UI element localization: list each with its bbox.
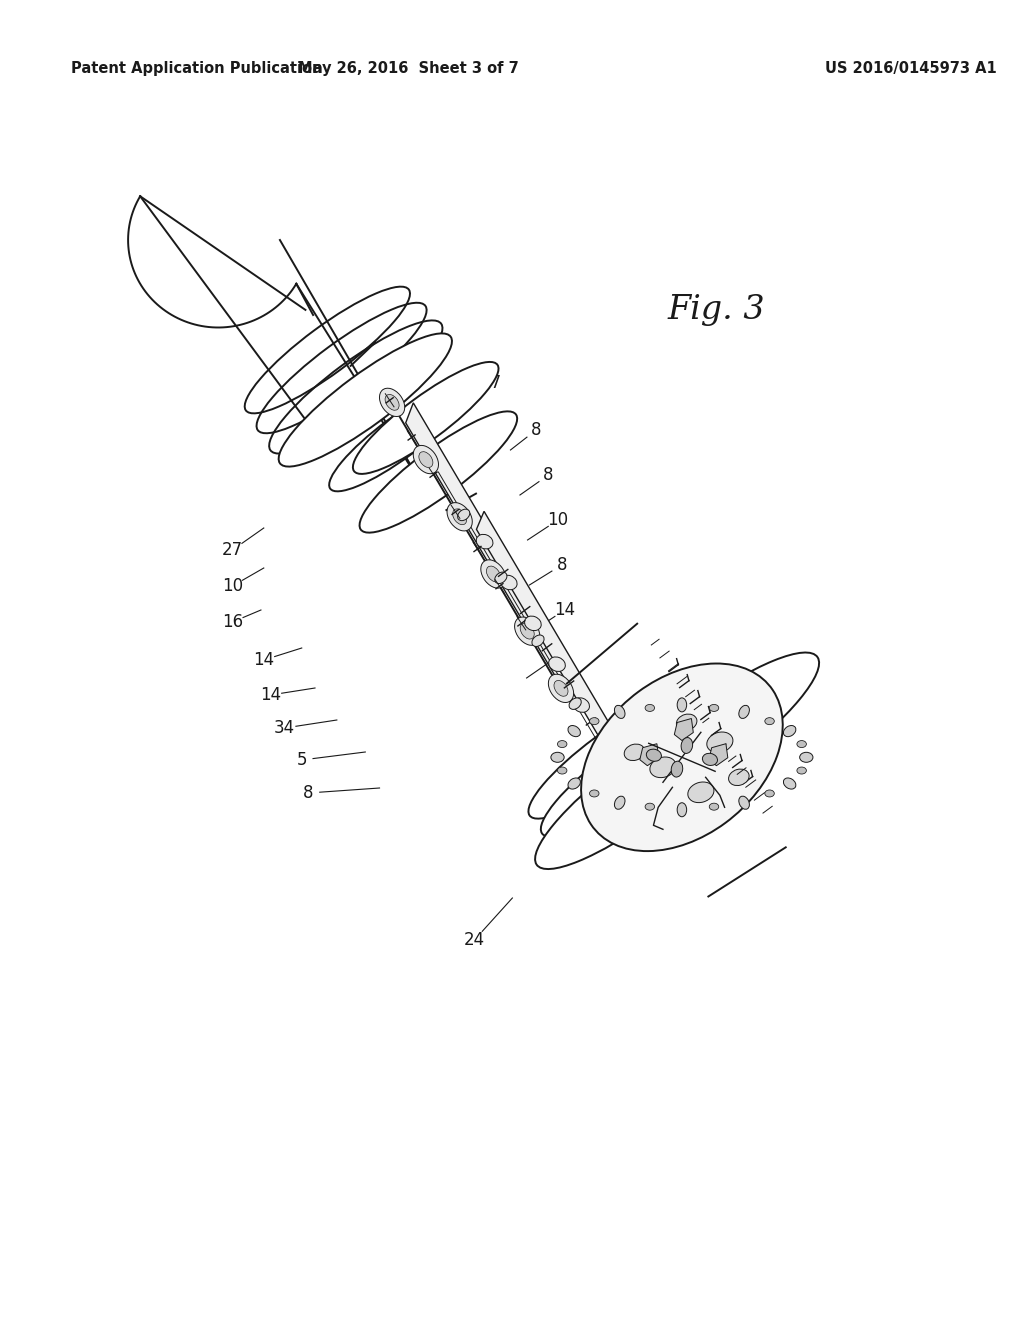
Ellipse shape xyxy=(531,635,544,647)
Polygon shape xyxy=(406,403,583,709)
Text: US 2016/0145973 A1: US 2016/0145973 A1 xyxy=(825,61,997,75)
Ellipse shape xyxy=(590,789,599,797)
Text: 14: 14 xyxy=(260,686,281,704)
Ellipse shape xyxy=(515,616,540,645)
Ellipse shape xyxy=(520,623,535,639)
Ellipse shape xyxy=(541,711,705,837)
Text: 27: 27 xyxy=(222,541,243,558)
Ellipse shape xyxy=(707,733,733,752)
Ellipse shape xyxy=(681,738,692,754)
Ellipse shape xyxy=(728,770,750,785)
Ellipse shape xyxy=(581,664,782,851)
Ellipse shape xyxy=(549,675,573,702)
Ellipse shape xyxy=(621,780,638,795)
Ellipse shape xyxy=(380,388,404,417)
Text: Fig. 3: Fig. 3 xyxy=(668,294,765,326)
Text: 8: 8 xyxy=(555,645,565,664)
Ellipse shape xyxy=(597,739,613,754)
Ellipse shape xyxy=(495,572,507,583)
Ellipse shape xyxy=(783,777,796,789)
Text: 8: 8 xyxy=(556,556,567,574)
Ellipse shape xyxy=(677,698,687,711)
Text: 8: 8 xyxy=(303,784,313,803)
Ellipse shape xyxy=(710,705,719,711)
Ellipse shape xyxy=(625,744,645,760)
Polygon shape xyxy=(640,743,658,766)
Ellipse shape xyxy=(702,754,718,766)
Ellipse shape xyxy=(677,803,687,817)
Text: 24: 24 xyxy=(464,931,485,949)
Ellipse shape xyxy=(671,762,683,777)
Ellipse shape xyxy=(528,697,686,818)
Ellipse shape xyxy=(501,576,517,590)
Text: 16: 16 xyxy=(222,612,243,631)
Ellipse shape xyxy=(447,503,472,531)
Ellipse shape xyxy=(646,750,662,762)
Polygon shape xyxy=(675,718,693,741)
Text: 8: 8 xyxy=(530,421,542,440)
Text: 8: 8 xyxy=(543,466,554,484)
Ellipse shape xyxy=(568,726,581,737)
Text: Patent Application Publication: Patent Application Publication xyxy=(71,61,323,75)
Text: 27: 27 xyxy=(481,374,502,392)
Ellipse shape xyxy=(279,334,452,466)
Ellipse shape xyxy=(797,767,806,774)
Ellipse shape xyxy=(476,535,493,549)
Ellipse shape xyxy=(524,616,542,631)
Ellipse shape xyxy=(554,681,568,696)
Ellipse shape xyxy=(604,652,819,818)
Ellipse shape xyxy=(765,789,774,797)
Ellipse shape xyxy=(797,741,806,747)
Ellipse shape xyxy=(645,820,662,834)
Text: 5: 5 xyxy=(297,751,307,770)
Ellipse shape xyxy=(710,803,719,810)
Ellipse shape xyxy=(414,445,438,474)
Ellipse shape xyxy=(551,752,564,763)
Ellipse shape xyxy=(688,781,714,803)
Ellipse shape xyxy=(536,711,740,869)
Ellipse shape xyxy=(486,566,501,582)
Text: 10: 10 xyxy=(548,511,568,529)
Ellipse shape xyxy=(569,698,582,709)
Text: 10: 10 xyxy=(222,577,243,595)
Text: 34: 34 xyxy=(274,719,295,737)
Ellipse shape xyxy=(739,796,750,809)
Ellipse shape xyxy=(800,752,813,763)
Ellipse shape xyxy=(329,384,468,491)
Ellipse shape xyxy=(572,698,590,713)
Ellipse shape xyxy=(419,451,433,467)
Ellipse shape xyxy=(739,705,750,718)
Ellipse shape xyxy=(677,714,697,730)
Ellipse shape xyxy=(765,718,774,725)
Ellipse shape xyxy=(458,510,470,520)
Text: 14: 14 xyxy=(253,651,274,669)
Ellipse shape xyxy=(385,395,399,411)
Ellipse shape xyxy=(614,796,625,809)
Polygon shape xyxy=(709,743,728,766)
Ellipse shape xyxy=(359,412,517,533)
Ellipse shape xyxy=(590,718,599,725)
Ellipse shape xyxy=(481,560,506,589)
Text: May 26, 2016  Sheet 3 of 7: May 26, 2016 Sheet 3 of 7 xyxy=(298,61,518,75)
Ellipse shape xyxy=(783,726,796,737)
Ellipse shape xyxy=(353,362,499,474)
Ellipse shape xyxy=(453,510,467,524)
Ellipse shape xyxy=(645,803,654,810)
Ellipse shape xyxy=(650,756,676,777)
Text: 14: 14 xyxy=(554,601,575,619)
Ellipse shape xyxy=(557,767,567,774)
Polygon shape xyxy=(476,511,653,816)
Ellipse shape xyxy=(614,705,625,718)
Ellipse shape xyxy=(557,741,567,747)
Ellipse shape xyxy=(645,705,654,711)
Ellipse shape xyxy=(549,657,565,672)
Ellipse shape xyxy=(568,777,581,789)
